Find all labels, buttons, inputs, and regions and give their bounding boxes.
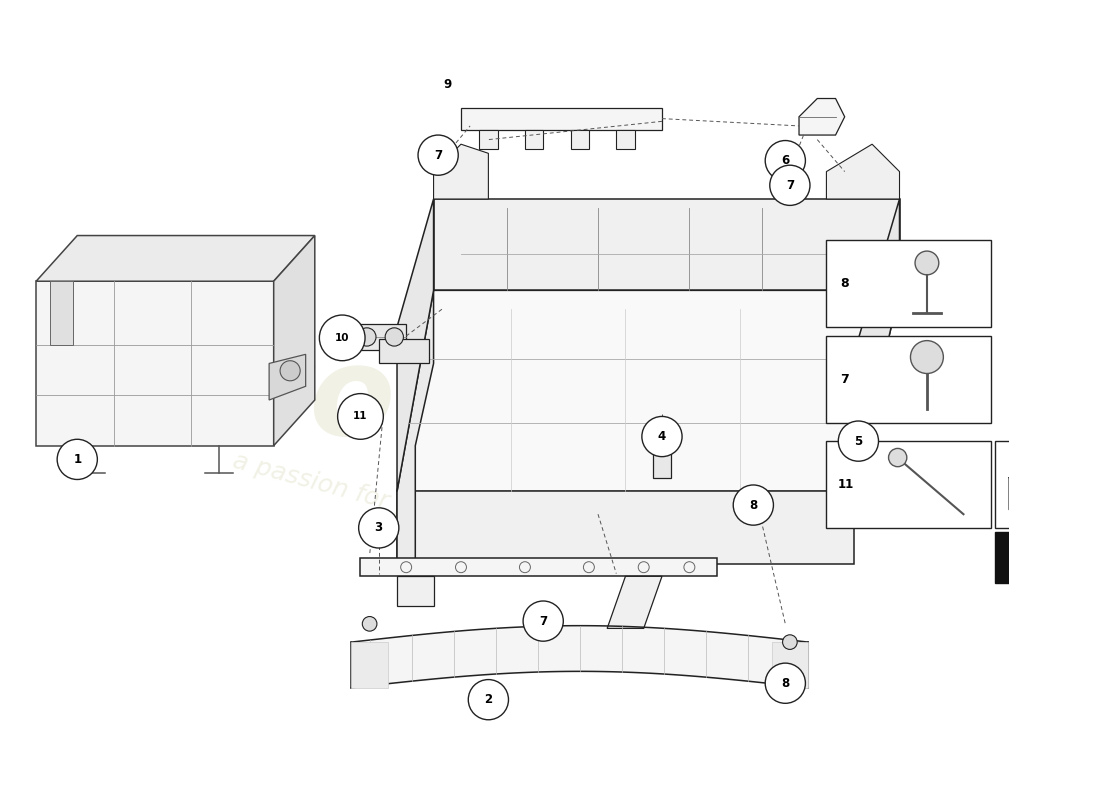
Polygon shape <box>461 108 662 130</box>
Polygon shape <box>351 642 388 688</box>
Polygon shape <box>1009 455 1100 510</box>
Polygon shape <box>433 199 900 290</box>
Polygon shape <box>397 290 433 565</box>
Circle shape <box>734 485 773 525</box>
FancyBboxPatch shape <box>826 441 991 528</box>
Text: 9: 9 <box>443 78 451 91</box>
FancyBboxPatch shape <box>826 240 991 327</box>
Circle shape <box>766 663 805 703</box>
Polygon shape <box>571 130 588 149</box>
Polygon shape <box>36 235 315 282</box>
Polygon shape <box>36 282 274 446</box>
Circle shape <box>385 328 404 346</box>
Text: 3: 3 <box>375 522 383 534</box>
Circle shape <box>469 679 508 720</box>
Text: 8: 8 <box>781 677 790 690</box>
Text: 1: 1 <box>74 453 81 466</box>
Polygon shape <box>270 354 306 400</box>
Circle shape <box>338 394 383 439</box>
Polygon shape <box>378 338 429 363</box>
Text: 7: 7 <box>785 178 794 192</box>
Text: 6: 6 <box>781 154 790 167</box>
Polygon shape <box>826 144 900 199</box>
Polygon shape <box>854 199 900 491</box>
Polygon shape <box>397 199 433 491</box>
Polygon shape <box>397 576 433 606</box>
Text: 7: 7 <box>434 149 442 162</box>
Circle shape <box>642 417 682 457</box>
Text: 8: 8 <box>749 498 758 511</box>
Circle shape <box>319 315 365 361</box>
Text: 7: 7 <box>539 614 548 627</box>
FancyBboxPatch shape <box>996 441 1100 528</box>
Polygon shape <box>480 130 497 149</box>
Text: 7: 7 <box>840 374 849 386</box>
Polygon shape <box>433 144 488 199</box>
Polygon shape <box>771 642 808 688</box>
Polygon shape <box>616 130 635 149</box>
Text: 11: 11 <box>353 411 367 422</box>
FancyBboxPatch shape <box>826 336 991 423</box>
Text: 8: 8 <box>840 278 849 290</box>
Polygon shape <box>525 130 543 149</box>
Text: 2: 2 <box>484 693 493 706</box>
Circle shape <box>782 634 797 650</box>
Circle shape <box>770 166 810 206</box>
Circle shape <box>889 449 906 466</box>
FancyBboxPatch shape <box>996 533 1100 582</box>
Polygon shape <box>652 450 671 478</box>
Circle shape <box>57 439 98 479</box>
Circle shape <box>766 141 805 181</box>
Text: 11: 11 <box>837 478 854 491</box>
Circle shape <box>524 601 563 641</box>
Text: 701 01: 701 01 <box>1046 548 1100 566</box>
Polygon shape <box>397 491 854 565</box>
Circle shape <box>280 361 300 381</box>
Text: 4: 4 <box>658 430 667 443</box>
Text: 5: 5 <box>855 434 862 448</box>
Polygon shape <box>830 457 858 469</box>
Polygon shape <box>50 282 73 345</box>
Polygon shape <box>361 558 717 576</box>
Text: eurocas: eurocas <box>75 339 628 461</box>
Polygon shape <box>799 98 845 135</box>
Circle shape <box>418 135 459 175</box>
Circle shape <box>362 617 377 631</box>
Circle shape <box>358 328 376 346</box>
Circle shape <box>838 421 879 462</box>
Polygon shape <box>607 576 662 629</box>
Polygon shape <box>274 235 315 446</box>
Polygon shape <box>397 290 900 491</box>
Circle shape <box>359 508 399 548</box>
Circle shape <box>911 341 944 374</box>
Text: a passion for parts since 1985: a passion for parts since 1985 <box>230 449 601 570</box>
Polygon shape <box>356 324 406 350</box>
Circle shape <box>915 251 938 275</box>
Text: 10: 10 <box>336 333 350 343</box>
